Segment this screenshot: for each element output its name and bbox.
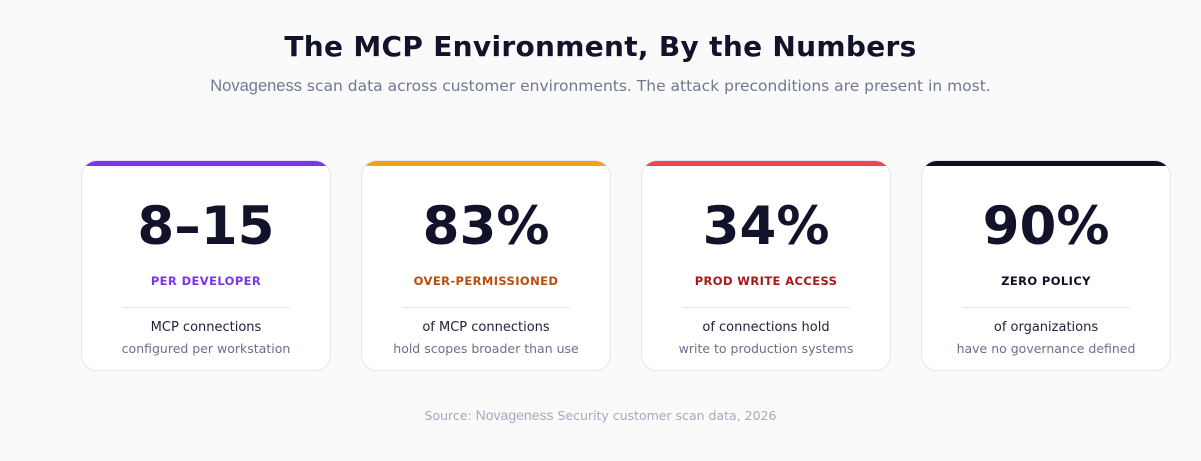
stat-description: of MCP connections xyxy=(422,320,550,335)
card-accent-bar xyxy=(642,161,890,166)
subtitle-text: scan data across customer environments. … xyxy=(301,77,991,95)
page-subtitle: Novageness scan data across customer env… xyxy=(0,77,1201,96)
stat-card-over-permissioned: 83% OVER-PERMISSIONED of MCP connections… xyxy=(361,160,611,371)
card-divider xyxy=(962,307,1130,308)
subtitle-brand: Novageness xyxy=(210,77,302,95)
stat-description: of organizations xyxy=(993,320,1099,335)
stat-label: PROD WRITE ACCESS xyxy=(694,274,838,288)
stat-card-zero-policy: 90% ZERO POLICY of organizations have no… xyxy=(921,160,1171,371)
stat-cards: 8–15 PER DEVELOPER MCP connections confi… xyxy=(81,160,1171,372)
stat-subdescription: have no governance defined xyxy=(956,341,1136,356)
stat-description: of connections hold xyxy=(702,320,830,335)
card-divider xyxy=(122,307,290,308)
source-note: Source: Novageness Security customer sca… xyxy=(0,407,1201,423)
stat-subdescription: write to production systems xyxy=(678,341,854,356)
stat-label: OVER-PERMISSIONED xyxy=(413,274,559,288)
stat-description: MCP connections xyxy=(150,320,262,335)
stat-card-per-developer: 8–15 PER DEVELOPER MCP connections confi… xyxy=(81,160,331,371)
stat-value: 8–15 xyxy=(137,196,275,257)
page-title: The MCP Environment, By the Numbers xyxy=(284,30,917,63)
card-accent-bar xyxy=(362,161,610,166)
stat-value: 34% xyxy=(702,196,830,257)
source-prefix: Source: xyxy=(424,408,476,423)
stat-label: ZERO POLICY xyxy=(1001,274,1091,288)
card-divider xyxy=(402,307,570,308)
card-divider xyxy=(682,307,850,308)
card-accent-bar xyxy=(922,161,1170,166)
source-brand: Novageness xyxy=(475,407,554,423)
source-text: Security customer scan data, 2026 xyxy=(553,408,777,423)
stat-label: PER DEVELOPER xyxy=(150,274,262,288)
stat-subdescription: hold scopes broader than use xyxy=(393,341,579,356)
stat-value: 90% xyxy=(982,196,1110,257)
stat-card-prod-write-access: 34% PROD WRITE ACCESS of connections hol… xyxy=(641,160,891,371)
card-accent-bar xyxy=(82,161,330,166)
stat-subdescription: configured per workstation xyxy=(121,341,291,356)
stat-value: 83% xyxy=(422,196,550,257)
